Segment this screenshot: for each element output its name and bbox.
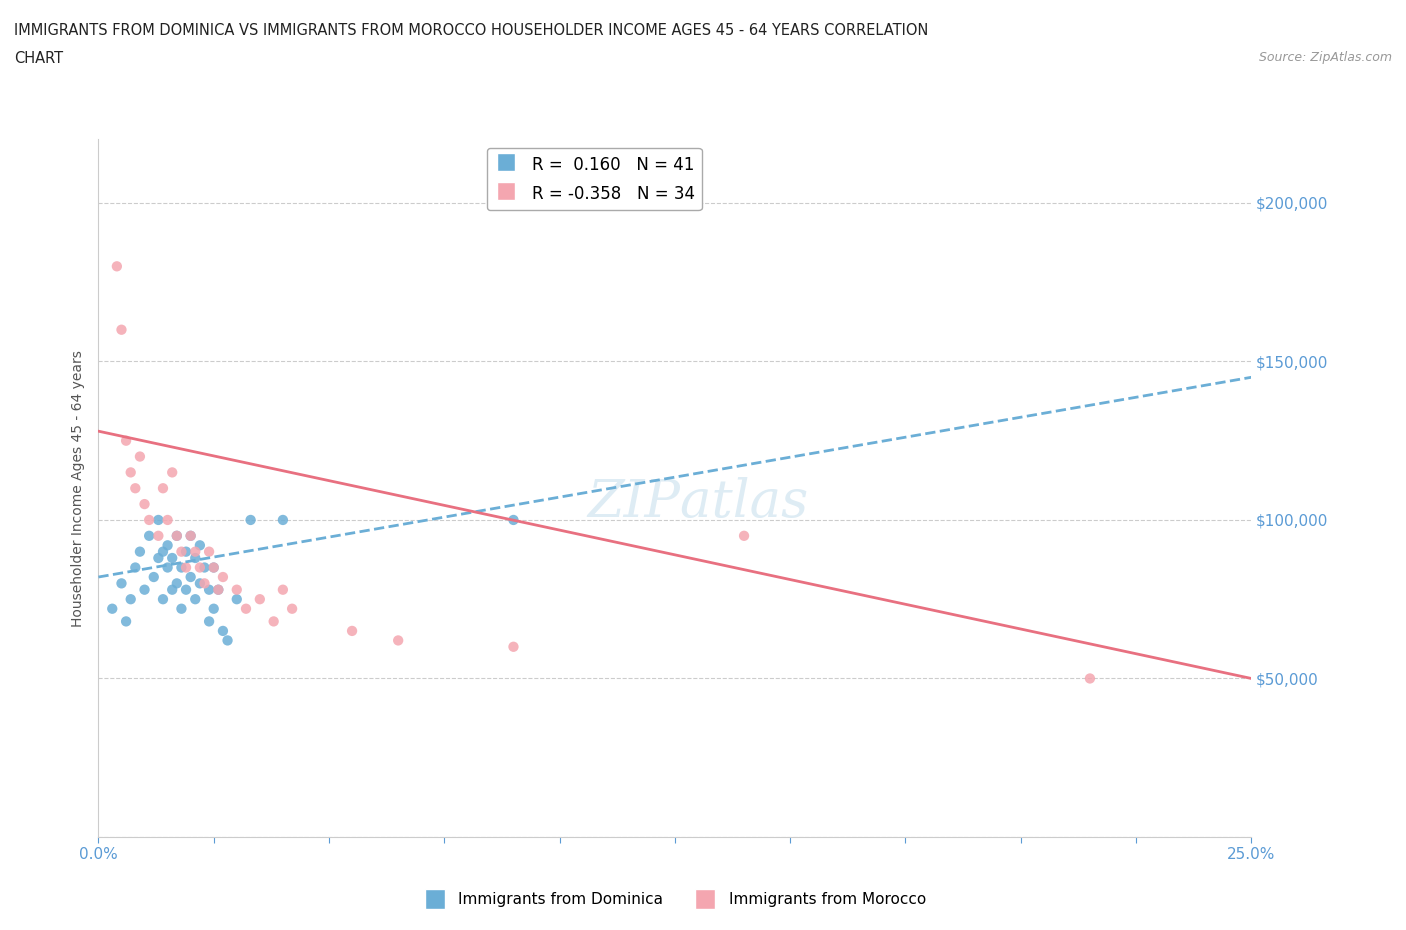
Point	[225, 591, 247, 606]
Point	[152, 481, 174, 496]
Point	[105, 259, 128, 273]
Point	[198, 614, 221, 629]
Point	[134, 497, 156, 512]
Point	[188, 576, 211, 591]
Point	[148, 528, 170, 543]
Point	[166, 576, 188, 591]
Point	[134, 582, 156, 597]
Point	[174, 560, 197, 575]
Point	[129, 544, 152, 559]
Point	[180, 528, 202, 543]
Point	[170, 560, 193, 575]
Point	[115, 614, 138, 629]
Point	[142, 569, 165, 584]
Point	[120, 591, 142, 606]
Point	[271, 582, 294, 597]
Point	[502, 512, 524, 527]
Point	[184, 551, 207, 565]
Point	[152, 591, 174, 606]
Point	[180, 569, 202, 584]
Point	[249, 591, 271, 606]
Point	[156, 560, 179, 575]
Point	[110, 576, 132, 591]
Point	[180, 528, 202, 543]
Point	[733, 528, 755, 543]
Point	[166, 528, 188, 543]
Legend: Immigrants from Dominica, Immigrants from Morocco: Immigrants from Dominica, Immigrants fro…	[418, 886, 932, 913]
Point	[160, 551, 183, 565]
Point	[101, 602, 124, 617]
Point	[148, 512, 170, 527]
Point	[160, 582, 183, 597]
Point	[239, 512, 262, 527]
Point	[188, 560, 211, 575]
Point	[1078, 671, 1101, 686]
Point	[193, 576, 215, 591]
Point	[212, 569, 235, 584]
Point	[281, 602, 304, 617]
Point	[174, 582, 197, 597]
Text: ZIP​atlas: ZIP​atlas	[588, 477, 808, 527]
Point	[207, 582, 229, 597]
Point	[138, 528, 160, 543]
Point	[160, 465, 183, 480]
Point	[340, 623, 363, 638]
Point	[263, 614, 285, 629]
Point	[124, 560, 146, 575]
Point	[202, 602, 225, 617]
Point	[502, 639, 524, 654]
Point	[138, 512, 160, 527]
Text: Source: ZipAtlas.com: Source: ZipAtlas.com	[1258, 51, 1392, 64]
Point	[174, 544, 197, 559]
Text: CHART: CHART	[14, 51, 63, 66]
Point	[156, 538, 179, 552]
Point	[207, 582, 229, 597]
Point	[156, 512, 179, 527]
Point	[202, 560, 225, 575]
Point	[124, 481, 146, 496]
Point	[110, 323, 132, 338]
Point	[170, 602, 193, 617]
Point	[184, 544, 207, 559]
Legend: R =  0.160   N = 41, R = -0.358   N = 34: R = 0.160 N = 41, R = -0.358 N = 34	[486, 148, 702, 210]
Point	[188, 538, 211, 552]
Point	[152, 544, 174, 559]
Text: IMMIGRANTS FROM DOMINICA VS IMMIGRANTS FROM MOROCCO HOUSEHOLDER INCOME AGES 45 -: IMMIGRANTS FROM DOMINICA VS IMMIGRANTS F…	[14, 23, 928, 38]
Point	[212, 623, 235, 638]
Point	[202, 560, 225, 575]
Point	[166, 528, 188, 543]
Y-axis label: Householder Income Ages 45 - 64 years: Householder Income Ages 45 - 64 years	[72, 350, 86, 627]
Point	[198, 544, 221, 559]
Point	[217, 633, 239, 648]
Point	[115, 433, 138, 448]
Point	[148, 551, 170, 565]
Point	[235, 602, 257, 617]
Point	[193, 560, 215, 575]
Point	[129, 449, 152, 464]
Point	[387, 633, 409, 648]
Point	[170, 544, 193, 559]
Point	[198, 582, 221, 597]
Point	[184, 591, 207, 606]
Point	[271, 512, 294, 527]
Point	[225, 582, 247, 597]
Point	[120, 465, 142, 480]
